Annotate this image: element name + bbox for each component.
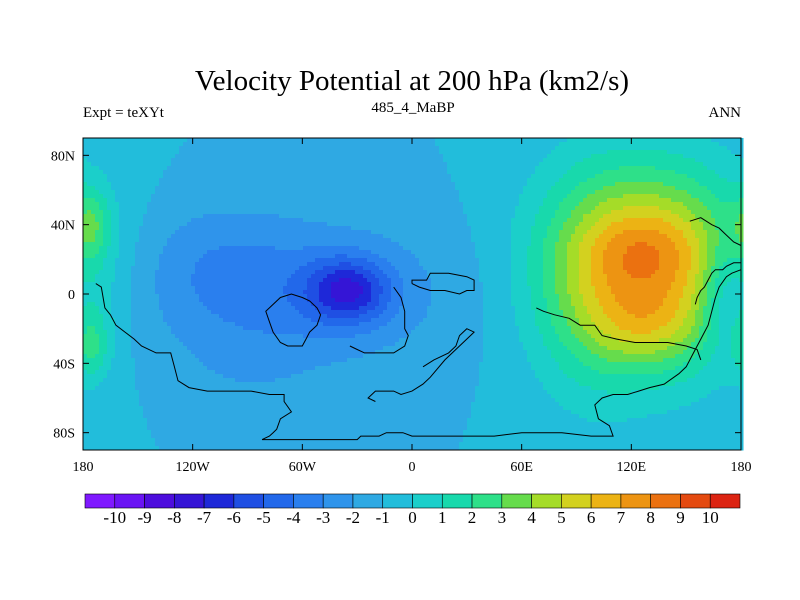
colorbar-swatch [412, 493, 443, 509]
colorbar-swatch [590, 493, 622, 509]
colorbar-swatch [322, 493, 354, 509]
coastline-7 [694, 262, 741, 305]
colorbar-label: -8 [167, 508, 181, 527]
colorbar-label: 0 [408, 508, 417, 527]
coastline-2 [349, 286, 409, 354]
experiment-label: Expt = teXYt [83, 105, 165, 121]
x-tick-label: 60E [510, 460, 533, 475]
colorbar-label: 2 [468, 508, 477, 527]
colorbar-swatch [441, 493, 473, 509]
coastline-4 [411, 272, 475, 295]
coastline-5 [536, 307, 702, 361]
coastline-0 [95, 269, 742, 441]
y-axis-ticks: 80N 40N 0 40S 80S [51, 149, 741, 442]
y-tick-label: 0 [68, 288, 75, 303]
case-label: 485_4_MaBP [371, 100, 454, 116]
colorbar-swatch [352, 493, 384, 509]
x-tick-label: 180 [73, 460, 94, 475]
y-tick-label: 40N [51, 219, 75, 234]
colorbar-swatch [174, 493, 205, 509]
colorbar-label: 5 [557, 508, 566, 527]
colorbar-label: 3 [498, 508, 507, 527]
colorbar-label: -1 [376, 508, 390, 527]
colorbar-swatch [471, 493, 503, 509]
colorbar-swatch [650, 493, 681, 509]
colorbar-label: -10 [103, 508, 126, 527]
colorbar-swatch [144, 493, 175, 509]
chart-title: Velocity Potential at 200 hPa (km2/s) [195, 65, 629, 97]
colorbar: -10 -9 -8 -7 -6 -5 -4 -3 -2 -1 0 1 2 3 4 5 6 7 8 9 10 [84, 493, 741, 527]
colorbar-label: -7 [197, 508, 212, 527]
x-tick-label: 120E [617, 460, 647, 475]
colorbar-label: 4 [527, 508, 536, 527]
colorbar-swatch [620, 493, 651, 509]
colorbar-swatch [501, 493, 532, 509]
x-tick-label: 180 [731, 460, 752, 475]
y-tick-label: 80N [51, 149, 75, 164]
colorbar-swatch [680, 493, 711, 509]
colorbar-swatch [233, 493, 264, 509]
colorbar-swatch [293, 493, 324, 509]
x-axis-ticks: 180 120W 60W 0 60E 120E 180 [73, 138, 752, 475]
colorbar-label: -6 [227, 508, 241, 527]
colorbar-label: -4 [286, 508, 301, 527]
colorbar-swatch [382, 493, 413, 509]
colorbar-swatch [263, 493, 294, 509]
colorbar-swatch [709, 493, 741, 509]
x-tick-label: 60W [289, 460, 317, 475]
x-tick-label: 0 [409, 460, 416, 475]
map-plot [82, 137, 744, 451]
coastline-3 [367, 328, 475, 402]
colorbar-swatch [531, 493, 562, 509]
colorbar-label: 1 [438, 508, 447, 527]
y-tick-label: 80S [53, 427, 75, 442]
colorbar-label: 8 [646, 508, 655, 527]
colorbar-label: -2 [346, 508, 360, 527]
colorbar-label: 9 [676, 508, 685, 527]
velocity-potential-field [83, 138, 744, 451]
y-tick-label: 40S [53, 357, 75, 372]
colorbar-label: -3 [316, 508, 330, 527]
season-label: ANN [709, 105, 742, 121]
colorbar-label: -5 [257, 508, 271, 527]
colorbar-swatch [114, 493, 145, 509]
coastline-1 [265, 293, 322, 347]
colorbar-label: -9 [137, 508, 151, 527]
coastline-6 [689, 217, 742, 246]
colorbar-label: 10 [702, 508, 719, 527]
colorbar-swatch [561, 493, 592, 509]
colorbar-swatch [203, 493, 235, 509]
colorbar-label: 7 [617, 508, 626, 527]
colorbar-swatch [84, 493, 116, 509]
coastlines [95, 217, 742, 441]
colorbar-label: 6 [587, 508, 596, 527]
x-tick-label: 120W [176, 460, 211, 475]
